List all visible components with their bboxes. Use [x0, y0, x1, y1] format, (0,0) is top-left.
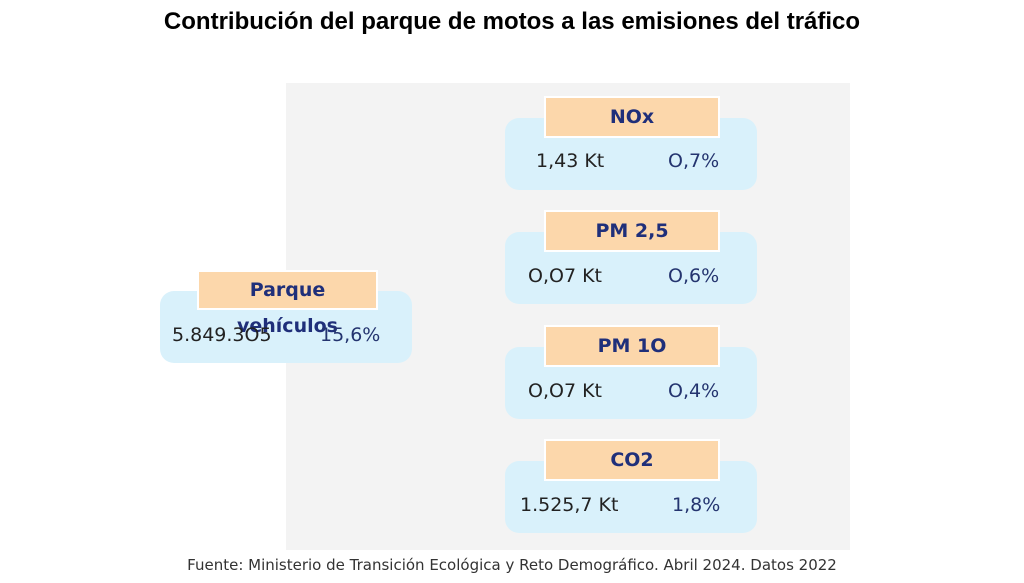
emission-percent-pm10: O,4%	[668, 380, 720, 402]
emission-label-co2: CO2	[544, 439, 720, 481]
emission-value-pm10: O,O7 Kt	[528, 380, 602, 402]
page-title: Contribución del parque de motos a las e…	[163, 8, 861, 35]
emission-label-nox: NOx	[544, 96, 720, 138]
emission-label-pm25: PM 2,5	[544, 210, 720, 252]
emission-value-nox: 1,43 Kt	[536, 150, 605, 172]
source-note: Fuente: Ministerio de Transición Ecológi…	[187, 556, 837, 574]
emission-label-pm10: PM 1O	[544, 325, 720, 367]
fleet-percent: 15,6%	[320, 324, 381, 346]
fleet-label: Parque vehículos	[197, 270, 378, 337]
emission-percent-nox: O,7%	[668, 150, 720, 172]
fleet-value: 5.849.3O5	[172, 324, 272, 346]
emission-percent-co2: 1,8%	[672, 494, 721, 516]
emission-percent-pm25: O,6%	[668, 265, 720, 287]
emission-value-co2: 1.525,7 Kt	[520, 494, 619, 516]
emission-value-pm25: O,O7 Kt	[528, 265, 602, 287]
